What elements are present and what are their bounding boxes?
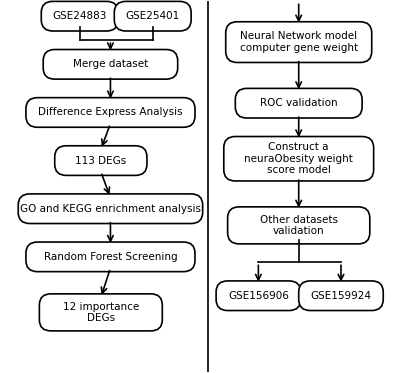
FancyBboxPatch shape: [226, 22, 372, 62]
FancyBboxPatch shape: [26, 98, 195, 127]
Text: 12 importance
DEGs: 12 importance DEGs: [63, 302, 139, 323]
Text: GO and KEGG enrichment analysis: GO and KEGG enrichment analysis: [20, 204, 201, 214]
Text: Difference Express Analysis: Difference Express Analysis: [38, 107, 183, 117]
Text: GSE25401: GSE25401: [126, 11, 180, 21]
Text: Random Forest Screening: Random Forest Screening: [44, 252, 177, 262]
FancyBboxPatch shape: [235, 88, 362, 118]
FancyBboxPatch shape: [114, 1, 191, 31]
Text: 113 DEGs: 113 DEGs: [75, 156, 126, 166]
FancyBboxPatch shape: [41, 1, 118, 31]
FancyBboxPatch shape: [43, 50, 178, 79]
Text: ROC validation: ROC validation: [260, 98, 338, 108]
Text: Neural Network model
computer gene weight: Neural Network model computer gene weigh…: [240, 31, 358, 53]
FancyBboxPatch shape: [26, 242, 195, 272]
Text: Other datasets
validation: Other datasets validation: [260, 214, 338, 236]
Text: Construct a
neuraObesity weight
score model: Construct a neuraObesity weight score mo…: [244, 142, 353, 175]
FancyBboxPatch shape: [18, 194, 203, 223]
FancyBboxPatch shape: [299, 281, 383, 311]
FancyBboxPatch shape: [224, 137, 374, 181]
FancyBboxPatch shape: [216, 281, 301, 311]
Text: GSE24883: GSE24883: [52, 11, 107, 21]
FancyBboxPatch shape: [39, 294, 162, 331]
Text: GSE159924: GSE159924: [310, 291, 372, 301]
FancyBboxPatch shape: [55, 146, 147, 175]
FancyBboxPatch shape: [228, 207, 370, 244]
Text: GSE156906: GSE156906: [228, 291, 289, 301]
Text: Merge dataset: Merge dataset: [73, 59, 148, 69]
